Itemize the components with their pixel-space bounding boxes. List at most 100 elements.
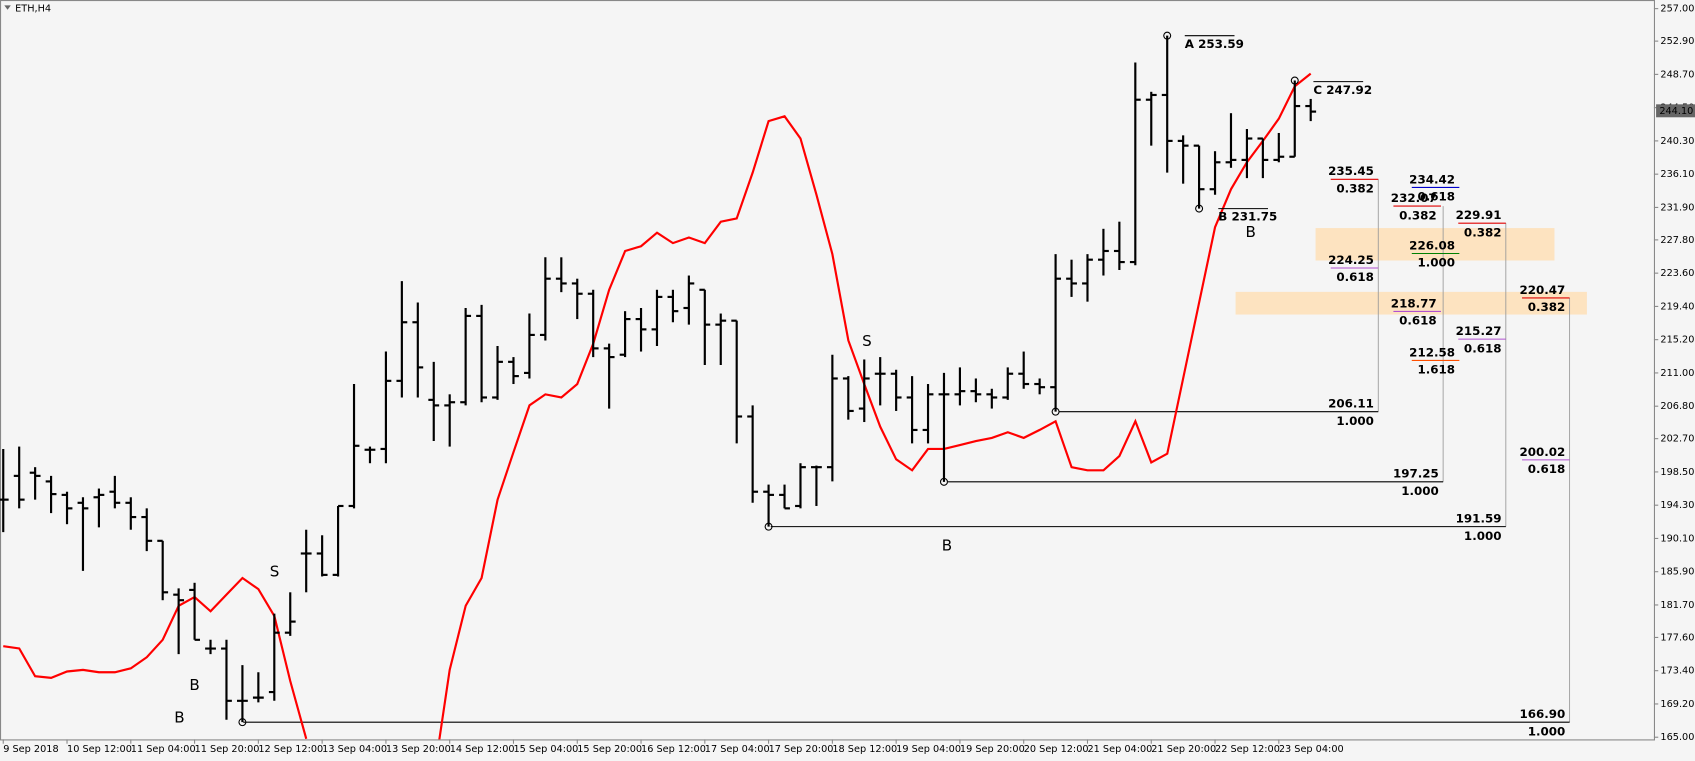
fib-ratio: 0.382 <box>1399 208 1437 222</box>
fib-ratio: 0.382 <box>1528 300 1566 314</box>
y-tick-label: 202.70 <box>1660 434 1694 445</box>
fib-price: 234.42 <box>1409 172 1455 186</box>
y-tick-label: 219.40 <box>1660 301 1694 312</box>
fib-ratio: 1.000 <box>1417 256 1455 270</box>
y-tick-label: 190.10 <box>1660 533 1694 544</box>
y-tick-label: 240.30 <box>1660 136 1694 147</box>
y-tick-label: 165.00 <box>1660 732 1694 743</box>
pivot <box>238 718 247 727</box>
x-tick-label: 19 Sep 20:00 <box>960 744 1025 755</box>
fib-price: 226.08 <box>1409 238 1455 252</box>
fib-price: 232.07 <box>1391 191 1437 205</box>
x-tick-label: 19 Sep 04:00 <box>896 744 961 755</box>
x-tick-label: 13 Sep 20:00 <box>386 744 451 755</box>
x-tick-label: 9 Sep 2018 <box>3 744 58 755</box>
x-tick-label: 11 Sep 04:00 <box>131 744 196 755</box>
y-tick-label: 185.90 <box>1660 567 1694 578</box>
point-label: B 231.75 <box>1218 210 1277 224</box>
signal: B <box>174 708 184 726</box>
fib-price: 197.25 <box>1393 467 1439 481</box>
signal: B <box>1246 223 1256 241</box>
fib-ratio: 1.000 <box>1336 414 1374 428</box>
x-tick-label: 18 Sep 12:00 <box>832 744 897 755</box>
signal: B <box>189 676 199 694</box>
zone <box>1235 291 1587 315</box>
fib-price: 212.58 <box>1409 345 1455 359</box>
fib-ratio: 0.618 <box>1528 462 1566 476</box>
y-tick-label: 194.30 <box>1660 500 1694 511</box>
x-tick-label: 10 Sep 12:00 <box>67 744 132 755</box>
chart-title: ETH,H4 <box>15 4 51 15</box>
y-tick-label: 198.50 <box>1660 467 1694 478</box>
fib-price: 191.59 <box>1456 512 1502 526</box>
fib-price: 220.47 <box>1519 283 1565 297</box>
x-tick-label: 23 Sep 04:00 <box>1279 744 1344 755</box>
pivot <box>1195 204 1204 213</box>
fib-ratio: 1.000 <box>1528 724 1566 738</box>
fib-ratio: 1.000 <box>1464 529 1502 543</box>
fib-price: 200.02 <box>1519 445 1565 459</box>
y-tick-label: 173.40 <box>1660 666 1694 677</box>
x-tick-label: 21 Sep 20:00 <box>1151 744 1216 755</box>
x-tick-label: 21 Sep 04:00 <box>1087 744 1152 755</box>
y-tick-label: 181.70 <box>1660 600 1694 611</box>
x-tick-label: 17 Sep 20:00 <box>769 744 834 755</box>
pivot <box>939 477 948 486</box>
x-tick-label: 14 Sep 12:00 <box>450 744 515 755</box>
y-tick-label: 169.20 <box>1660 699 1694 710</box>
pivot <box>1290 76 1299 85</box>
fib-ratio: 1.618 <box>1417 363 1455 377</box>
fib-ratio: 0.618 <box>1417 190 1455 204</box>
y-tick-label: 223.60 <box>1660 268 1694 279</box>
x-tick-label: 17 Sep 04:00 <box>705 744 770 755</box>
x-tick-label: 16 Sep 12:00 <box>641 744 706 755</box>
fib-ratio: 0.382 <box>1464 225 1502 239</box>
x-tick-label: 20 Sep 12:00 <box>1024 744 1089 755</box>
x-tick-label: 15 Sep 20:00 <box>577 744 642 755</box>
y-tick-label: 257.00 <box>1660 4 1694 15</box>
fib-price: 235.45 <box>1328 164 1374 178</box>
x-tick-label: 22 Sep 12:00 <box>1215 744 1280 755</box>
fib-ratio: 0.382 <box>1336 182 1374 196</box>
fib-price: 215.27 <box>1456 324 1502 338</box>
pivot <box>764 522 773 531</box>
ma-line <box>3 72 1312 740</box>
signal: S <box>862 332 872 350</box>
y-tick-label: 206.80 <box>1660 401 1694 412</box>
fib-ratio: 0.618 <box>1336 270 1374 284</box>
last-price-box <box>1656 104 1695 118</box>
plot-border <box>0 0 1656 741</box>
last-price-label: 244.10 <box>1659 106 1693 117</box>
x-tick-label: 13 Sep 04:00 <box>322 744 387 755</box>
fib-price: 218.77 <box>1391 296 1437 310</box>
signal: S <box>270 562 280 580</box>
fib-price: 166.90 <box>1519 707 1565 721</box>
signal: B <box>942 536 952 554</box>
x-tick-label: 15 Sep 04:00 <box>513 744 578 755</box>
y-tick-label: 236.10 <box>1660 169 1694 180</box>
pivot <box>1051 407 1060 416</box>
fib-ratio: 0.618 <box>1464 341 1502 355</box>
fib-price: 206.11 <box>1328 397 1374 411</box>
y-tick-label: 231.90 <box>1660 202 1694 213</box>
y-tick-label: 252.90 <box>1660 36 1694 47</box>
y-tick-label: 177.60 <box>1660 632 1694 643</box>
y-tick-label: 215.20 <box>1660 335 1694 346</box>
y-tick-label: 248.70 <box>1660 69 1694 80</box>
x-tick-label: 11 Sep 20:00 <box>195 744 260 755</box>
fib-price: 229.91 <box>1456 208 1502 222</box>
pivot <box>1163 31 1172 40</box>
point-label: A 253.59 <box>1185 37 1244 51</box>
point-label: C 247.92 <box>1313 83 1372 97</box>
zone <box>1315 228 1555 261</box>
fib-ratio: 0.618 <box>1399 314 1437 328</box>
y-tick-label: 227.80 <box>1660 235 1694 246</box>
x-tick-label: 12 Sep 12:00 <box>258 744 323 755</box>
fib-price: 224.25 <box>1328 253 1374 267</box>
y-tick-label: 211.00 <box>1660 368 1694 379</box>
menu-icon[interactable] <box>4 5 11 10</box>
fib-ratio: 1.000 <box>1401 484 1439 498</box>
